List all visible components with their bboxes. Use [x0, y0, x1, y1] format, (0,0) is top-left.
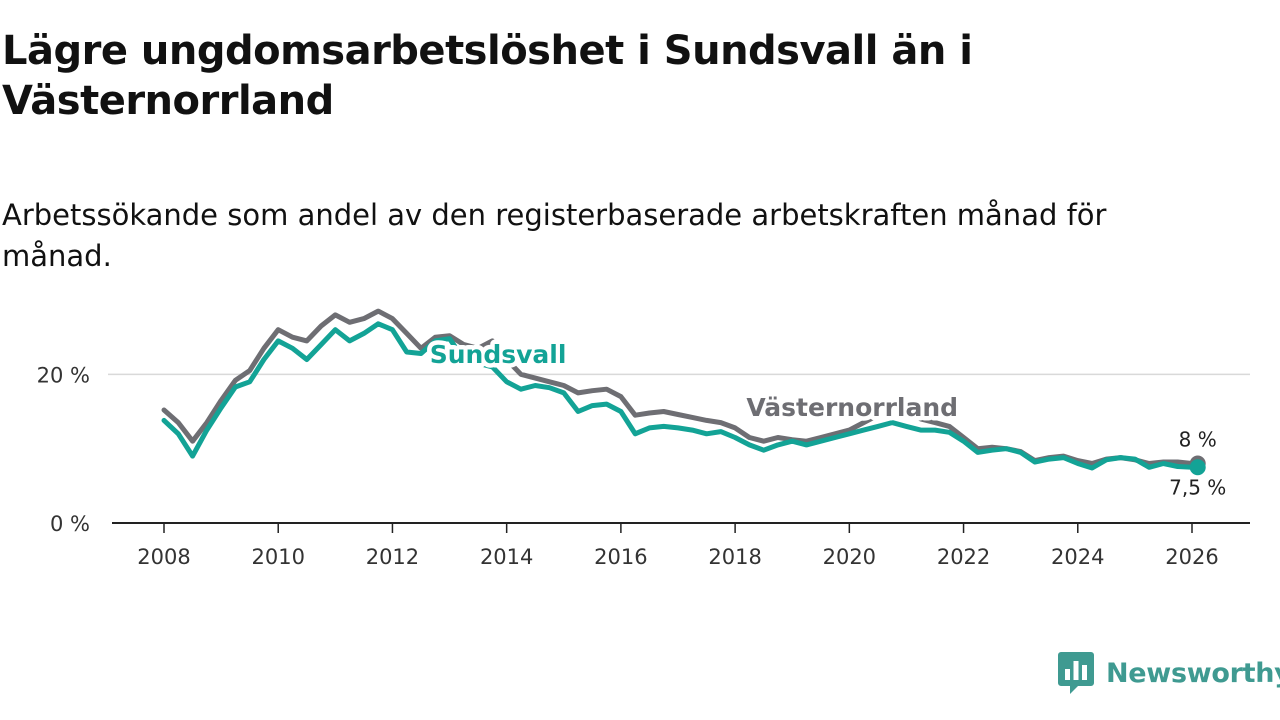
series-line-västernorrland	[161, 308, 1201, 466]
x-tick-label: 2020	[823, 545, 876, 569]
x-tick-label: 2024	[1051, 545, 1104, 569]
y-tick-label: 20 %	[37, 363, 90, 387]
end-point-sundsvall	[1189, 459, 1206, 476]
page-subtitle: Arbetssökande som andel av den registerb…	[2, 198, 1107, 273]
x-tick-label: 2018	[708, 545, 761, 569]
end-value-label: 8 %	[1179, 428, 1217, 452]
x-tick-label: 2010	[251, 545, 304, 569]
y-tick-label: 0 %	[50, 512, 90, 536]
series-label-halo: Västernorrland	[746, 393, 958, 422]
x-tick-label: 2026	[1165, 545, 1218, 569]
newsworthy-wordmark: Newsworthy	[1106, 657, 1280, 689]
x-tick-label: 2022	[937, 545, 990, 569]
series-line-sundsvall	[161, 321, 1201, 471]
newsworthy-logo-icon	[1058, 652, 1094, 694]
series-label-sundsvall: Sundsvall	[430, 340, 567, 369]
x-tick-label: 2008	[137, 545, 190, 569]
newsworthy-logo[interactable]: Newsworthy	[1058, 652, 1280, 694]
page-title: Lägre ungdomsarbetslöshet i Sundsvall än…	[2, 28, 973, 124]
label-layer: SundsvallSundsvallVästernorrlandVästerno…	[425, 336, 1226, 500]
series-label-halo: Sundsvall	[430, 340, 567, 369]
axis-layer: 0 % 20 % 2008 2010 2012 2014 2016 2018 2020 2022 2…	[37, 363, 1250, 569]
series-layer	[161, 308, 1206, 476]
x-tick-label: 2012	[366, 545, 419, 569]
series-label-västernorrland: Västernorrland	[746, 393, 958, 422]
end-value-label: 7,5 %	[1169, 475, 1226, 499]
x-tick-label: 2014	[480, 545, 533, 569]
x-tick-label: 2016	[594, 545, 647, 569]
